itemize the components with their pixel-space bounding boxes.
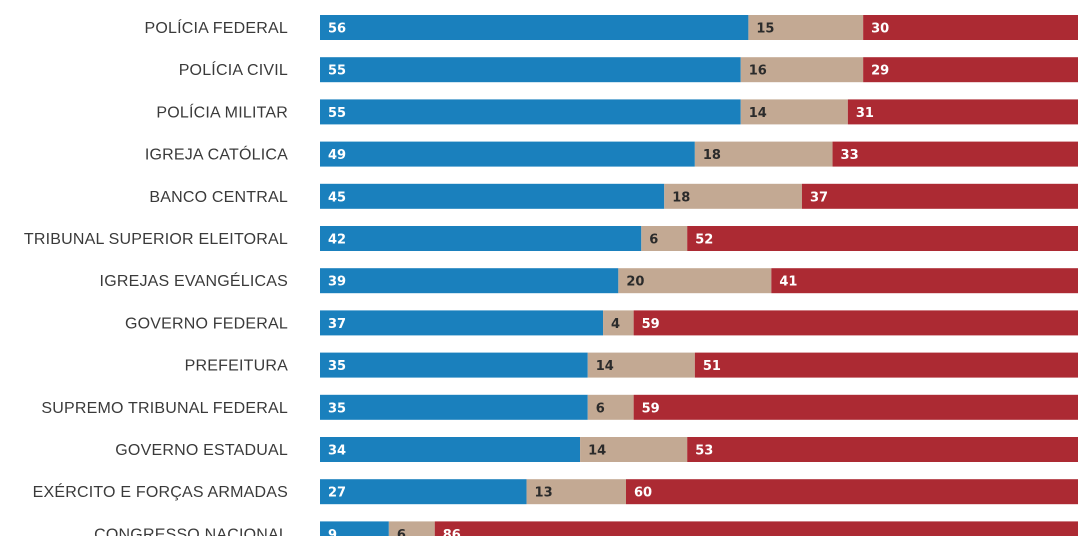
value-label: 13 <box>535 486 553 501</box>
value-label: 49 <box>328 148 346 163</box>
value-label: 53 <box>695 444 713 459</box>
value-label: 6 <box>649 233 658 248</box>
bar-segment-1 <box>320 99 741 125</box>
bar-segment-1 <box>320 15 749 40</box>
category-label: BANCO CENTRAL <box>149 189 288 206</box>
value-label: 34 <box>328 444 346 459</box>
bar-segment-1 <box>320 521 389 536</box>
bar-segment-2 <box>580 437 688 462</box>
value-label: 18 <box>672 190 690 205</box>
value-label: 33 <box>841 148 859 163</box>
value-label: 4 <box>611 317 620 332</box>
bar-segment-2 <box>740 57 864 83</box>
bar-segment-1 <box>320 268 619 294</box>
bar-segment-2 <box>664 183 802 209</box>
bar-segment-3 <box>626 479 1078 505</box>
value-label: 14 <box>749 106 767 121</box>
value-label: 6 <box>397 528 406 536</box>
bar-segment-2 <box>388 521 435 536</box>
bar-segment-2 <box>526 479 626 505</box>
bar-segment-3 <box>771 268 1078 294</box>
value-label: 14 <box>588 444 606 459</box>
value-label: 35 <box>328 359 346 374</box>
bar-segment-3 <box>694 352 1078 378</box>
bar-segment-3 <box>801 183 1078 209</box>
value-label: 42 <box>328 233 346 248</box>
category-label: IGREJA CATÓLICA <box>145 145 288 164</box>
value-label: 31 <box>856 106 874 121</box>
value-label: 59 <box>642 317 660 332</box>
value-label: 29 <box>871 64 889 79</box>
bar-segment-1 <box>320 226 642 251</box>
value-label: 6 <box>596 401 605 416</box>
value-label: 60 <box>634 486 652 501</box>
value-label: 37 <box>328 317 346 332</box>
value-label: 52 <box>695 233 713 248</box>
value-label: 41 <box>779 275 797 290</box>
category-label: POLÍCIA FEDERAL <box>145 18 289 37</box>
bar-segment-1 <box>320 479 527 505</box>
bar-segment-2 <box>740 99 848 125</box>
bar-segment-3 <box>863 15 1078 40</box>
value-label: 55 <box>328 106 346 121</box>
bar-segment-3 <box>687 437 1078 462</box>
category-label: SUPREMO TRIBUNAL FEDERAL <box>41 400 288 417</box>
value-label: 56 <box>328 22 346 37</box>
bar-segment-2 <box>587 352 695 378</box>
value-label: 27 <box>328 486 346 501</box>
bar-segment-2 <box>618 268 772 294</box>
bar-segment-3 <box>434 521 1078 536</box>
value-label: 59 <box>642 401 660 416</box>
category-label: TRIBUNAL SUPERIOR ELEITORAL <box>24 231 288 248</box>
bar-segment-2 <box>603 310 634 336</box>
bar-segment-3 <box>687 226 1078 251</box>
bar-segment-2 <box>587 394 634 420</box>
value-label: 9 <box>328 528 337 536</box>
value-label: 39 <box>328 275 346 290</box>
value-label: 18 <box>703 148 721 163</box>
bar-segment-3 <box>832 141 1078 167</box>
bar-segment-1 <box>320 352 588 378</box>
bar-segment-2 <box>748 15 864 40</box>
value-label: 30 <box>871 22 889 37</box>
category-label: IGREJAS EVANGÉLICAS <box>100 271 288 290</box>
value-label: 16 <box>749 64 767 79</box>
category-label: PREFEITURA <box>185 358 288 375</box>
value-label: 55 <box>328 64 346 79</box>
value-label: 14 <box>596 359 614 374</box>
bar-segment-1 <box>320 437 581 462</box>
bar-segment-3 <box>863 57 1078 83</box>
category-label: EXÉRCITO E FORÇAS ARMADAS <box>33 482 288 501</box>
value-label: 15 <box>756 22 774 37</box>
category-label: CONGRESSO NACIONAL <box>94 526 288 536</box>
bar-segment-3 <box>847 99 1078 125</box>
value-label: 20 <box>626 275 644 290</box>
bar-segment-1 <box>320 141 695 167</box>
value-label: 37 <box>810 190 828 205</box>
value-label: 45 <box>328 190 346 205</box>
value-label: 35 <box>328 401 346 416</box>
value-label: 51 <box>703 359 721 374</box>
value-label: 86 <box>443 528 461 536</box>
category-label: GOVERNO ESTADUAL <box>115 442 288 459</box>
category-label: POLÍCIA MILITAR <box>156 102 288 121</box>
bar-segment-1 <box>320 394 588 420</box>
bar-segment-2 <box>641 226 688 251</box>
bar-segment-3 <box>633 310 1078 336</box>
bar-segment-1 <box>320 57 741 83</box>
bar-segment-2 <box>694 141 833 167</box>
category-label: POLÍCIA CIVIL <box>179 60 288 79</box>
bar-segment-1 <box>320 183 665 209</box>
bar-segment-1 <box>320 310 604 336</box>
bar-segment-3 <box>633 394 1078 420</box>
category-label: GOVERNO FEDERAL <box>125 315 288 332</box>
